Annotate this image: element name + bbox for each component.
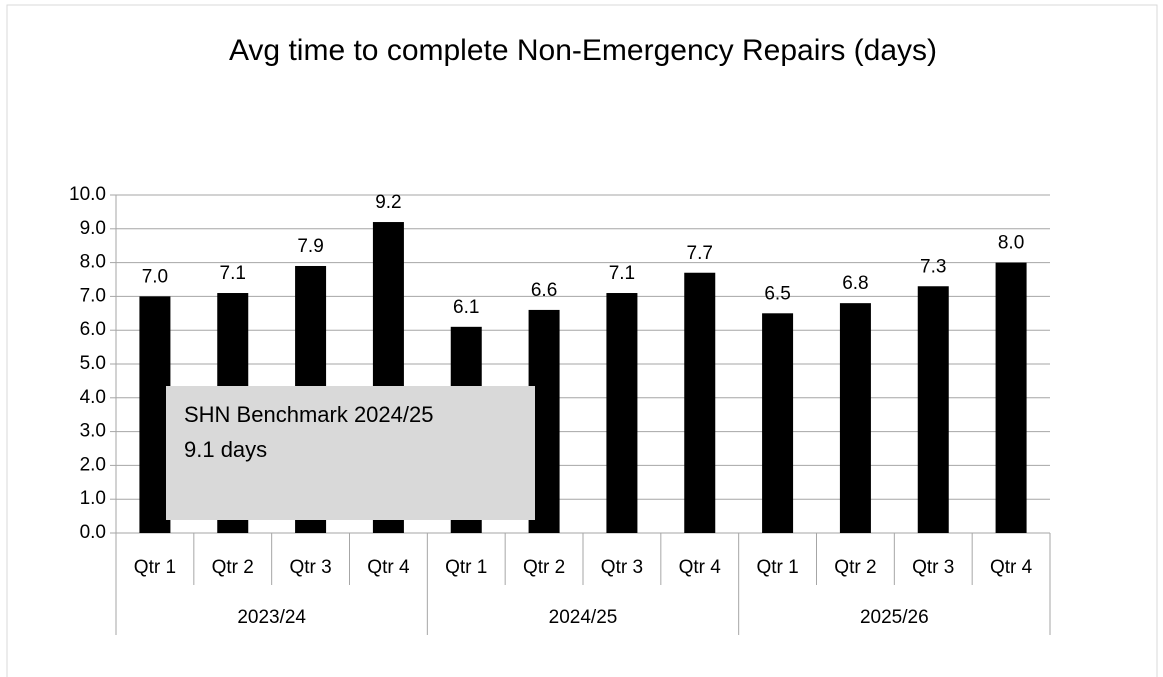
bar: [839, 303, 871, 533]
annotation-text: SHN Benchmark 2024/25: [184, 402, 433, 427]
group-label: 2023/24: [237, 607, 306, 628]
x-tick-label: Qtr 2: [523, 557, 565, 578]
y-tick-label: 7.0: [80, 285, 106, 306]
y-tick-label: 1.0: [80, 488, 106, 509]
x-tick-label: Qtr 1: [134, 557, 176, 578]
data-label: 6.1: [453, 297, 479, 318]
group-label: 2025/26: [860, 607, 929, 628]
x-tick-label: Qtr 2: [212, 557, 254, 578]
x-tick-label: Qtr 3: [289, 557, 331, 578]
x-tick-label: Qtr 4: [679, 557, 722, 578]
bar: [139, 296, 171, 533]
y-tick-label: 3.0: [80, 421, 106, 442]
chart-border: [6, 4, 1158, 677]
bar: [684, 272, 716, 533]
x-tick-label: Qtr 4: [367, 557, 410, 578]
data-label: 6.5: [764, 283, 790, 304]
data-label: 7.0: [142, 266, 168, 287]
y-tick-label: 4.0: [80, 387, 106, 408]
data-label: 7.7: [687, 243, 713, 264]
x-tick-label: Qtr 2: [834, 557, 876, 578]
y-tick-label: 2.0: [80, 454, 106, 475]
y-tick-label: 8.0: [80, 252, 106, 273]
bar: [995, 262, 1027, 533]
group-label: 2024/25: [549, 607, 618, 628]
data-label: 7.3: [920, 256, 946, 277]
annotation-text: 9.1 days: [184, 437, 267, 462]
data-label: 7.1: [609, 263, 635, 284]
data-label: 7.9: [297, 236, 323, 257]
x-tick-label: Qtr 3: [912, 557, 954, 578]
annotation-box: [166, 386, 535, 520]
data-label: 8.0: [998, 233, 1024, 254]
y-tick-label: 5.0: [80, 353, 106, 374]
chart-title: Avg time to complete Non-Emergency Repai…: [229, 34, 937, 67]
data-label: 9.2: [375, 192, 401, 213]
y-tick-label: 9.0: [80, 218, 106, 239]
bar: [762, 313, 794, 533]
x-tick-label: Qtr 4: [990, 557, 1033, 578]
y-tick-label: 10.0: [69, 184, 106, 205]
data-label: 6.8: [842, 273, 868, 294]
x-tick-label: Qtr 1: [756, 557, 798, 578]
x-tick-label: Qtr 3: [601, 557, 643, 578]
bar: [917, 286, 949, 533]
data-label: 7.1: [220, 263, 246, 284]
y-tick-label: 0.0: [80, 522, 106, 543]
data-label: 6.6: [531, 280, 557, 301]
bar: [606, 293, 638, 533]
x-tick-label: Qtr 1: [445, 557, 487, 578]
y-tick-label: 6.0: [80, 319, 106, 340]
